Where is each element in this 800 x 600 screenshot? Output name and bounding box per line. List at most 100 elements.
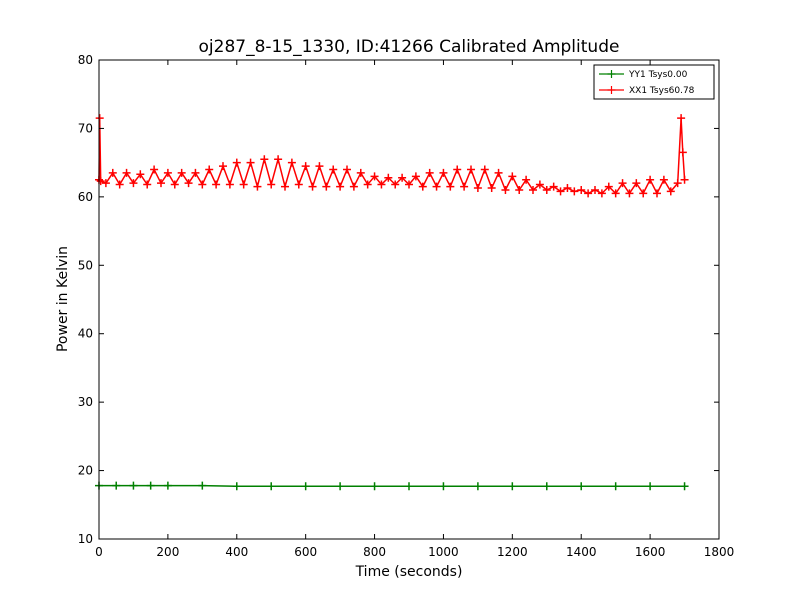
- data-point: [411, 172, 420, 181]
- data-point: [146, 481, 155, 490]
- data-point: [570, 187, 579, 196]
- data-point: [122, 168, 131, 177]
- data-point: [205, 165, 214, 174]
- plot-frame: [98, 59, 720, 540]
- data-point: [473, 482, 482, 491]
- data-point: [666, 187, 675, 196]
- data-point: [494, 168, 503, 177]
- data-point: [315, 162, 324, 171]
- series-1: [95, 114, 689, 198]
- data-point: [529, 186, 537, 195]
- data-point: [225, 180, 234, 189]
- data-point: [157, 179, 165, 188]
- data-point: [549, 182, 558, 191]
- data-point: [184, 179, 193, 188]
- data-point: [542, 186, 551, 195]
- x-tick-label: 400: [225, 545, 248, 559]
- data-point: [336, 482, 345, 491]
- data-point: [591, 186, 599, 195]
- data-point: [281, 182, 289, 191]
- data-point: [577, 482, 586, 491]
- data-point: [678, 148, 687, 157]
- data-point: [101, 179, 110, 188]
- series-line: [99, 484, 685, 488]
- legend-marker: [607, 86, 616, 94]
- data-point: [163, 168, 172, 177]
- data-point: [460, 182, 469, 191]
- data-point: [639, 189, 648, 198]
- data-point: [177, 168, 186, 177]
- x-tick-label: 1600: [635, 545, 666, 559]
- x-tick-label: 1200: [497, 545, 528, 559]
- legend-label: XX1 Tsys60.78: [629, 86, 695, 96]
- data-point: [425, 168, 434, 177]
- data-point: [653, 189, 661, 198]
- data-point: [480, 165, 489, 174]
- data-point: [356, 168, 365, 177]
- data-point: [191, 168, 200, 177]
- data-point: [363, 180, 372, 189]
- data-point: [508, 482, 517, 491]
- y-tick-label: 60: [78, 190, 93, 204]
- data-point: [150, 165, 159, 174]
- data-point: [405, 180, 413, 189]
- data-point: [611, 482, 620, 491]
- data-point: [625, 189, 634, 198]
- data-point: [301, 162, 310, 171]
- data-point: [239, 180, 248, 189]
- data-point: [439, 482, 448, 491]
- x-tick-label: 600: [294, 545, 317, 559]
- plot-area: [95, 114, 689, 491]
- y-tick-label: 40: [78, 327, 93, 341]
- x-tick-label: 1000: [428, 545, 459, 559]
- data-point: [301, 482, 310, 491]
- data-point: [515, 186, 524, 195]
- y-tick-label: 80: [78, 53, 93, 67]
- data-point: [659, 175, 668, 184]
- data-point: [232, 482, 241, 491]
- data-point: [253, 182, 262, 191]
- x-tick-label: 200: [156, 545, 179, 559]
- y-tick-label: 30: [78, 395, 93, 409]
- data-point: [370, 172, 379, 181]
- data-point: [246, 158, 255, 167]
- data-point: [212, 180, 221, 189]
- data-point: [398, 173, 407, 182]
- data-point: [143, 180, 152, 189]
- data-point: [680, 175, 689, 184]
- y-tick-label: 50: [78, 258, 93, 272]
- data-point: [604, 182, 613, 191]
- data-point: [336, 182, 345, 191]
- data-point: [260, 155, 269, 164]
- data-point: [115, 180, 124, 189]
- data-point: [108, 168, 117, 177]
- data-point: [232, 158, 241, 167]
- legend-marker: [607, 70, 616, 78]
- data-point: [439, 168, 448, 177]
- data-point: [646, 482, 655, 491]
- legend-label: YY1 Tsys0.00: [628, 70, 688, 80]
- data-point: [198, 481, 207, 490]
- data-point: [370, 482, 379, 491]
- data-point: [646, 175, 655, 184]
- y-tick-label: 10: [78, 532, 93, 546]
- data-point: [377, 180, 386, 189]
- data-point: [343, 165, 351, 174]
- x-tick-label: 1800: [704, 545, 735, 559]
- data-point: [198, 180, 207, 189]
- x-tick-label: 1400: [566, 545, 597, 559]
- data-point: [446, 182, 455, 191]
- data-point: [112, 481, 121, 490]
- data-point: [680, 482, 689, 491]
- data-point: [584, 189, 593, 198]
- axis-ticks: 0 200 400 600 800 1000 1200 1400 1600 1800 10 20 30 4…: [78, 53, 735, 559]
- data-point: [129, 179, 138, 188]
- data-point: [384, 173, 393, 182]
- y-axis-label: Power in Kelvin: [55, 246, 71, 352]
- data-point: [96, 177, 105, 186]
- x-tick-label: 800: [363, 545, 386, 559]
- data-point: [673, 179, 682, 188]
- data-point: [129, 481, 138, 490]
- legend: YY1 Tsys0.00 XX1 Tsys60.78: [593, 64, 715, 100]
- data-point: [467, 165, 475, 174]
